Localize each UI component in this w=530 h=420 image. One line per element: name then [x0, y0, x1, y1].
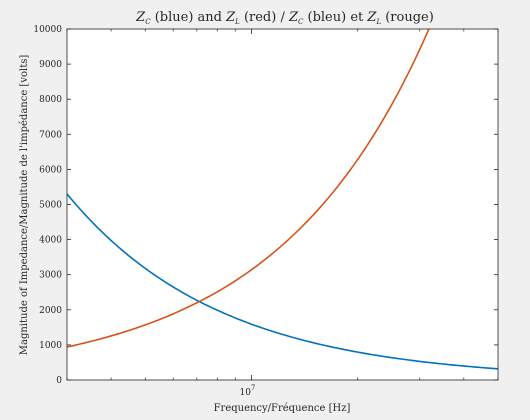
series-line-blue: [67, 193, 498, 370]
y-tick-label: 5000: [39, 201, 62, 211]
title-part-3: Z: [225, 10, 236, 25]
title-part-1: Z: [135, 10, 146, 25]
chart-title: ZC (blue) and ZL (red) / ZC (bleu) et ZL…: [135, 10, 434, 26]
y-tick-label: 0: [56, 376, 62, 386]
plot-area: [67, 29, 498, 380]
title-part-6: (bleu) et: [303, 10, 367, 25]
title-part-5-sub: C: [298, 18, 304, 26]
y-tick-label: 6000: [39, 165, 62, 175]
x-axis-label: Frequency/Fréquence [Hz]: [214, 403, 351, 414]
series-line-red: [67, 29, 430, 348]
title-part-7: Z: [366, 10, 377, 25]
title-part-5: Z: [288, 10, 299, 25]
y-tick-label: 9000: [39, 60, 62, 70]
axes-layer: 0 1000 2000 3000 4000 5000 6000 7000 8000 9000 100…: [33, 25, 499, 398]
y-tick-label: 10000: [33, 25, 62, 35]
y-tick-label: 2000: [39, 306, 62, 316]
y-axis-label: Magnitude of Impedance/Magnitude de l'im…: [19, 55, 30, 356]
title-part-3-sub: L: [234, 18, 240, 26]
y-tick-label: 1000: [39, 341, 62, 351]
y-tick-label: 4000: [39, 236, 62, 246]
series-layer: [67, 29, 498, 370]
y-tick-label: 8000: [39, 95, 62, 105]
title-part-8: (rouge): [381, 10, 434, 25]
title-part-1-sub: C: [145, 18, 151, 26]
y-tick-label: 3000: [39, 271, 62, 281]
y-tick-label: 7000: [39, 130, 62, 140]
title-part-2: (blue) and: [151, 10, 227, 25]
title-part-4: (red) /: [240, 10, 289, 25]
x-tick-label: 107: [239, 384, 255, 398]
title-part-7-sub: L: [375, 18, 381, 26]
